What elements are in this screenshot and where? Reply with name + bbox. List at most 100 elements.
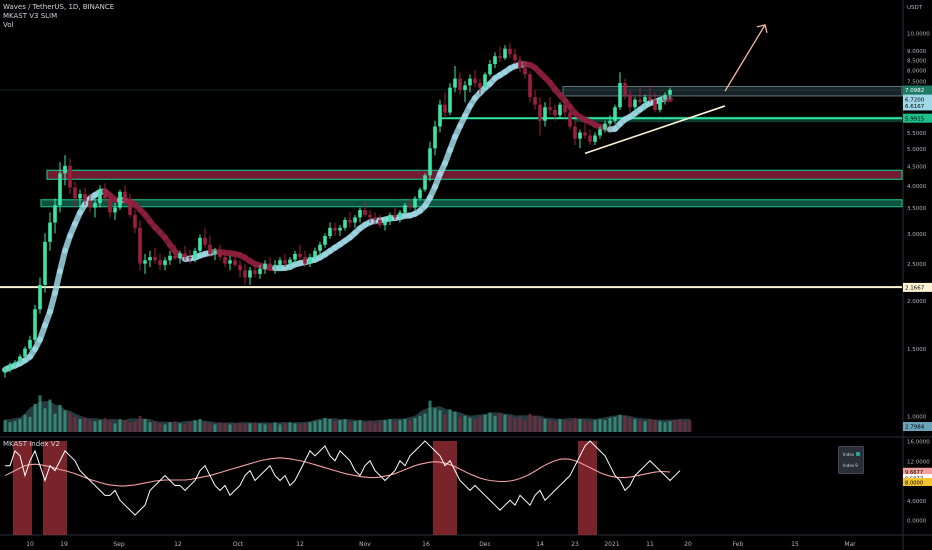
candle-body (313, 250, 317, 258)
volume-bar (328, 419, 332, 432)
volume-bar (673, 420, 677, 432)
volume-bar (188, 422, 192, 432)
volume-bar (83, 417, 87, 432)
candle-body (278, 260, 282, 265)
volume-bar (278, 424, 282, 432)
range-box (562, 85, 903, 97)
index-value-badge: 9.6677 (905, 470, 923, 476)
candle-body (183, 253, 187, 258)
candle-body (533, 97, 537, 105)
volume-bar (103, 417, 107, 432)
time-tick-label: Oct (233, 541, 244, 548)
candle-body (303, 257, 307, 264)
volume-bar (18, 419, 22, 432)
candle-body (318, 244, 322, 251)
candle-body (93, 202, 97, 208)
volume-bar (183, 424, 187, 432)
volume-bar (443, 414, 447, 432)
volume-bar (218, 422, 222, 432)
candle-body (358, 210, 362, 218)
price-tick-label: 5.0000 (907, 147, 927, 153)
candle-body (273, 264, 277, 267)
candle-body (443, 104, 447, 113)
candle-body (88, 200, 92, 208)
volume-bar (558, 419, 562, 432)
candle-body (383, 221, 387, 226)
candle-body (108, 198, 112, 213)
volume-bar (338, 420, 342, 432)
index-highlight-band (13, 441, 32, 535)
volume-bar (253, 422, 257, 432)
volume-bar (678, 419, 682, 432)
time-tick-label: 12 (296, 541, 304, 548)
price-axis-currency: USDT (907, 5, 923, 11)
volume-bar (3, 420, 7, 432)
projection-arrow-head (756, 24, 768, 34)
volume-bar (398, 420, 402, 432)
candle-body (228, 260, 232, 264)
time-tick-label: 15 (791, 541, 799, 548)
volume-bar (198, 419, 202, 432)
candle-body (553, 109, 557, 116)
volume-bar (458, 416, 462, 432)
candle-body (458, 78, 462, 90)
volume-bar (448, 409, 452, 432)
candle-body (528, 74, 532, 98)
volume-bar (308, 422, 312, 432)
volume-bar (288, 422, 292, 432)
candle-body (248, 270, 252, 278)
price-tick-label: 3.0000 (907, 232, 927, 238)
candle-body (223, 257, 227, 264)
volume-bar (533, 415, 537, 432)
candle-body (378, 219, 382, 226)
index-legend[interactable]: Index Index 9 (838, 446, 864, 474)
volume-bar (548, 420, 552, 432)
candle-body (408, 205, 412, 208)
index-pane-title: MKAST Index V2 (3, 440, 60, 448)
volume-bar (418, 415, 422, 432)
candle-body (578, 132, 582, 139)
candle-body (478, 83, 482, 88)
volume-bar (258, 423, 262, 432)
volume-bar (323, 417, 327, 432)
volume-bar (538, 417, 542, 432)
volume-bar (348, 422, 352, 432)
candle-body (398, 212, 402, 218)
candle-body (58, 173, 62, 206)
candle-body (603, 123, 607, 130)
volume-bar (358, 420, 362, 432)
volume-bar (118, 419, 122, 432)
candle-body (78, 193, 82, 199)
candle-body (613, 107, 617, 121)
candle-body (288, 259, 292, 264)
index-line (5, 440, 681, 516)
volume-bar (343, 419, 347, 432)
candle-body (583, 132, 587, 136)
candle-body (8, 364, 12, 370)
candle-body (68, 165, 72, 188)
price-tick-label: 8.5000 (907, 59, 927, 65)
volume-bar (613, 416, 617, 432)
price-tick-label: 8.0000 (907, 69, 927, 75)
index-tick-label: 4.0000 (907, 499, 927, 505)
candle-body (193, 250, 197, 259)
candle-body (208, 244, 212, 254)
volume-bar (273, 422, 277, 432)
volume-bar (583, 420, 587, 432)
volume-bar (68, 412, 72, 432)
index-tick-label: 0.0000 (907, 519, 927, 525)
volume-bar (603, 420, 607, 432)
candle-body (563, 104, 567, 113)
time-tick-label: Mar (844, 541, 856, 548)
support-zone-green (40, 199, 903, 208)
candle-body (268, 263, 272, 267)
volume-bar (523, 420, 527, 432)
volume-bar (508, 415, 512, 432)
volume-bar (468, 417, 472, 432)
time-tick-label: 11 (646, 541, 654, 548)
candle-body (333, 227, 337, 231)
candle-body (658, 99, 662, 110)
volume-bar (578, 419, 582, 432)
volume-bar (113, 423, 117, 432)
